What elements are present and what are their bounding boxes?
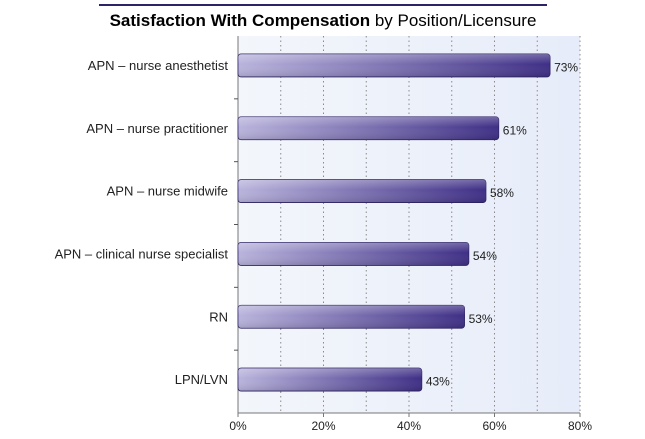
category-label: LPN/LVN (175, 372, 228, 387)
value-label: 54% (473, 249, 497, 263)
x-tick-label: 40% (397, 419, 421, 433)
value-label: 43% (426, 375, 450, 389)
bar-shine (238, 53, 551, 77)
bar-shine (238, 116, 499, 140)
chart-title-rest: by Position/Licensure (370, 11, 536, 30)
value-label: 73% (554, 60, 578, 74)
bar-shine (238, 179, 486, 203)
chart-title: Satisfaction With Compensation by Positi… (110, 11, 537, 30)
value-label: 53% (469, 312, 493, 326)
value-label: 58% (490, 186, 514, 200)
x-tick-label: 20% (311, 419, 335, 433)
bars (237, 53, 551, 392)
category-label: RN (209, 309, 228, 324)
category-label: APN – nurse midwife (107, 184, 228, 199)
bar-shine (238, 305, 465, 329)
plot-area (238, 36, 580, 413)
category-label: APN – nurse practitioner (86, 121, 228, 136)
category-separators (234, 98, 238, 351)
x-axis-ticks: 0% 20% 40% 60% 80% (229, 413, 592, 433)
category-label: APN – clinical nurse specialist (55, 246, 229, 261)
bar-shine (238, 368, 422, 392)
category-label: APN – nurse anesthetist (88, 58, 229, 73)
x-tick-label: 60% (482, 419, 506, 433)
value-label: 61% (503, 123, 527, 137)
x-tick-label: 80% (568, 419, 592, 433)
value-labels: 73% 61% 58% 54% 53% 43% (426, 60, 579, 388)
category-labels: APN – nurse anesthetist APN – nurse pract… (55, 58, 229, 387)
x-tick-label: 0% (229, 419, 247, 433)
chart-title-bold: Satisfaction With Compensation (110, 11, 371, 30)
bar-shine (238, 242, 469, 266)
